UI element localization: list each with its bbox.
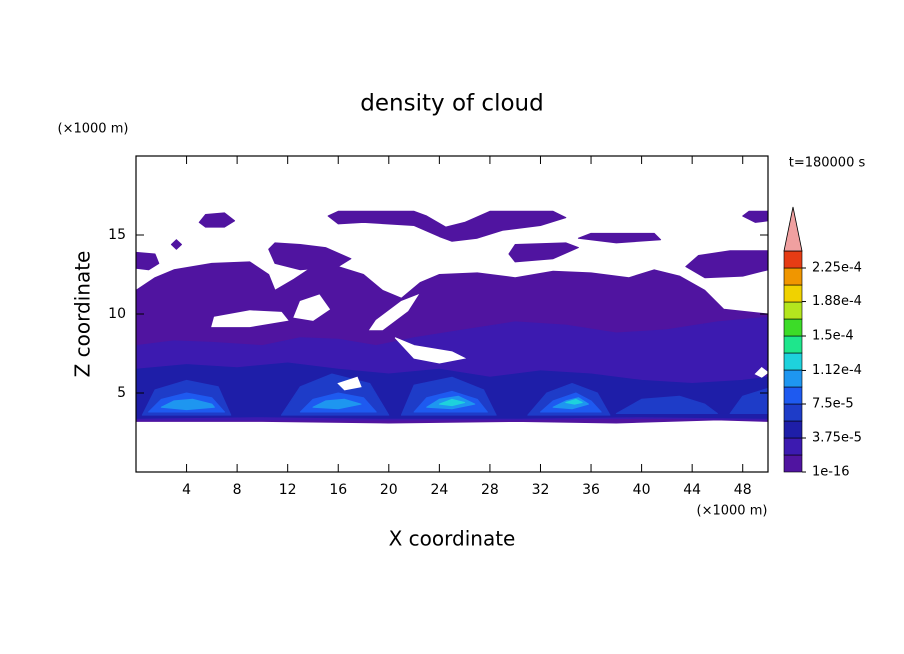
contour-region: [685, 250, 768, 279]
colorbar-label: 1.5e-4: [812, 329, 854, 344]
contour-region: [438, 398, 466, 407]
empty-region: [754, 367, 768, 378]
colorbar-label: 7.5e-5: [812, 397, 854, 412]
contour-region: [136, 251, 160, 271]
x-tick-label: 20: [380, 482, 398, 498]
plot-area: [136, 210, 768, 424]
colorbar-label: 2.25e-4: [812, 261, 862, 276]
y-axis-label: Z coordinate: [71, 251, 95, 378]
colorbar-box: [783, 250, 803, 269]
chart-title: density of cloud: [360, 91, 543, 117]
contour-region: [508, 242, 579, 263]
x-tick-label: 48: [734, 482, 752, 498]
colorbar-label: 1e-16: [812, 465, 850, 480]
y-unit: (×1000 m): [58, 122, 129, 137]
empty-region: [394, 337, 467, 364]
colorbar-box: [783, 437, 803, 456]
empty-region: [337, 376, 362, 391]
colorbar-label: 1.12e-4: [812, 363, 862, 378]
colorbar-box: [783, 301, 803, 320]
colorbar-box: [783, 284, 803, 303]
contour-region: [742, 210, 768, 223]
colorbar-box: [783, 318, 803, 337]
empty-region: [211, 310, 289, 328]
colorbar-box: [783, 454, 803, 473]
colorbar-box: [783, 267, 803, 286]
contour-region: [615, 395, 718, 414]
x-tick-label: 4: [182, 482, 191, 498]
x-tick-label: 44: [683, 482, 701, 498]
contour-region: [312, 398, 362, 410]
contour-region: [170, 239, 182, 250]
x-tick-label: 36: [582, 482, 600, 498]
x-unit: (×1000 m): [697, 504, 768, 519]
y-tick-label: 5: [117, 385, 126, 401]
y-tick-label: 10: [108, 306, 126, 322]
y-tick-label: 15: [108, 227, 126, 243]
colorbar-box: [783, 386, 803, 405]
contour-region: [160, 398, 215, 411]
colorbar-box: [783, 369, 803, 388]
axes: 4 8 12 16 20 24 28 32 36 40 44 48510151e-163.75e-57…: [108, 155, 862, 498]
empty-region: [293, 294, 331, 321]
contour-region: [565, 398, 583, 405]
x-axis-label: X coordinate: [389, 527, 516, 551]
x-tick-label: 8: [233, 482, 242, 498]
colorbar-box: [783, 403, 803, 422]
colorbar-label: 3.75e-5: [812, 431, 862, 446]
contour-region: [268, 242, 352, 271]
annotation: t=180000 s: [789, 156, 866, 171]
x-tick-label: 32: [532, 482, 550, 498]
x-tick-label: 24: [430, 482, 448, 498]
colorbar-label: 1.88e-4: [812, 294, 862, 309]
x-tick-label: 12: [279, 482, 297, 498]
colorbar-box: [783, 335, 803, 354]
contour-region: [577, 232, 662, 244]
x-tick-label: 40: [633, 482, 651, 498]
contour-region: [327, 210, 567, 242]
empty-region: [368, 293, 420, 331]
contour-region: [729, 387, 768, 414]
x-tick-label: 16: [329, 482, 347, 498]
colorbar-box: [783, 420, 803, 439]
contour-region: [198, 212, 236, 228]
x-tick-label: 28: [481, 482, 499, 498]
colorbar-box: [783, 352, 803, 371]
colorbar-extension: [783, 206, 803, 252]
